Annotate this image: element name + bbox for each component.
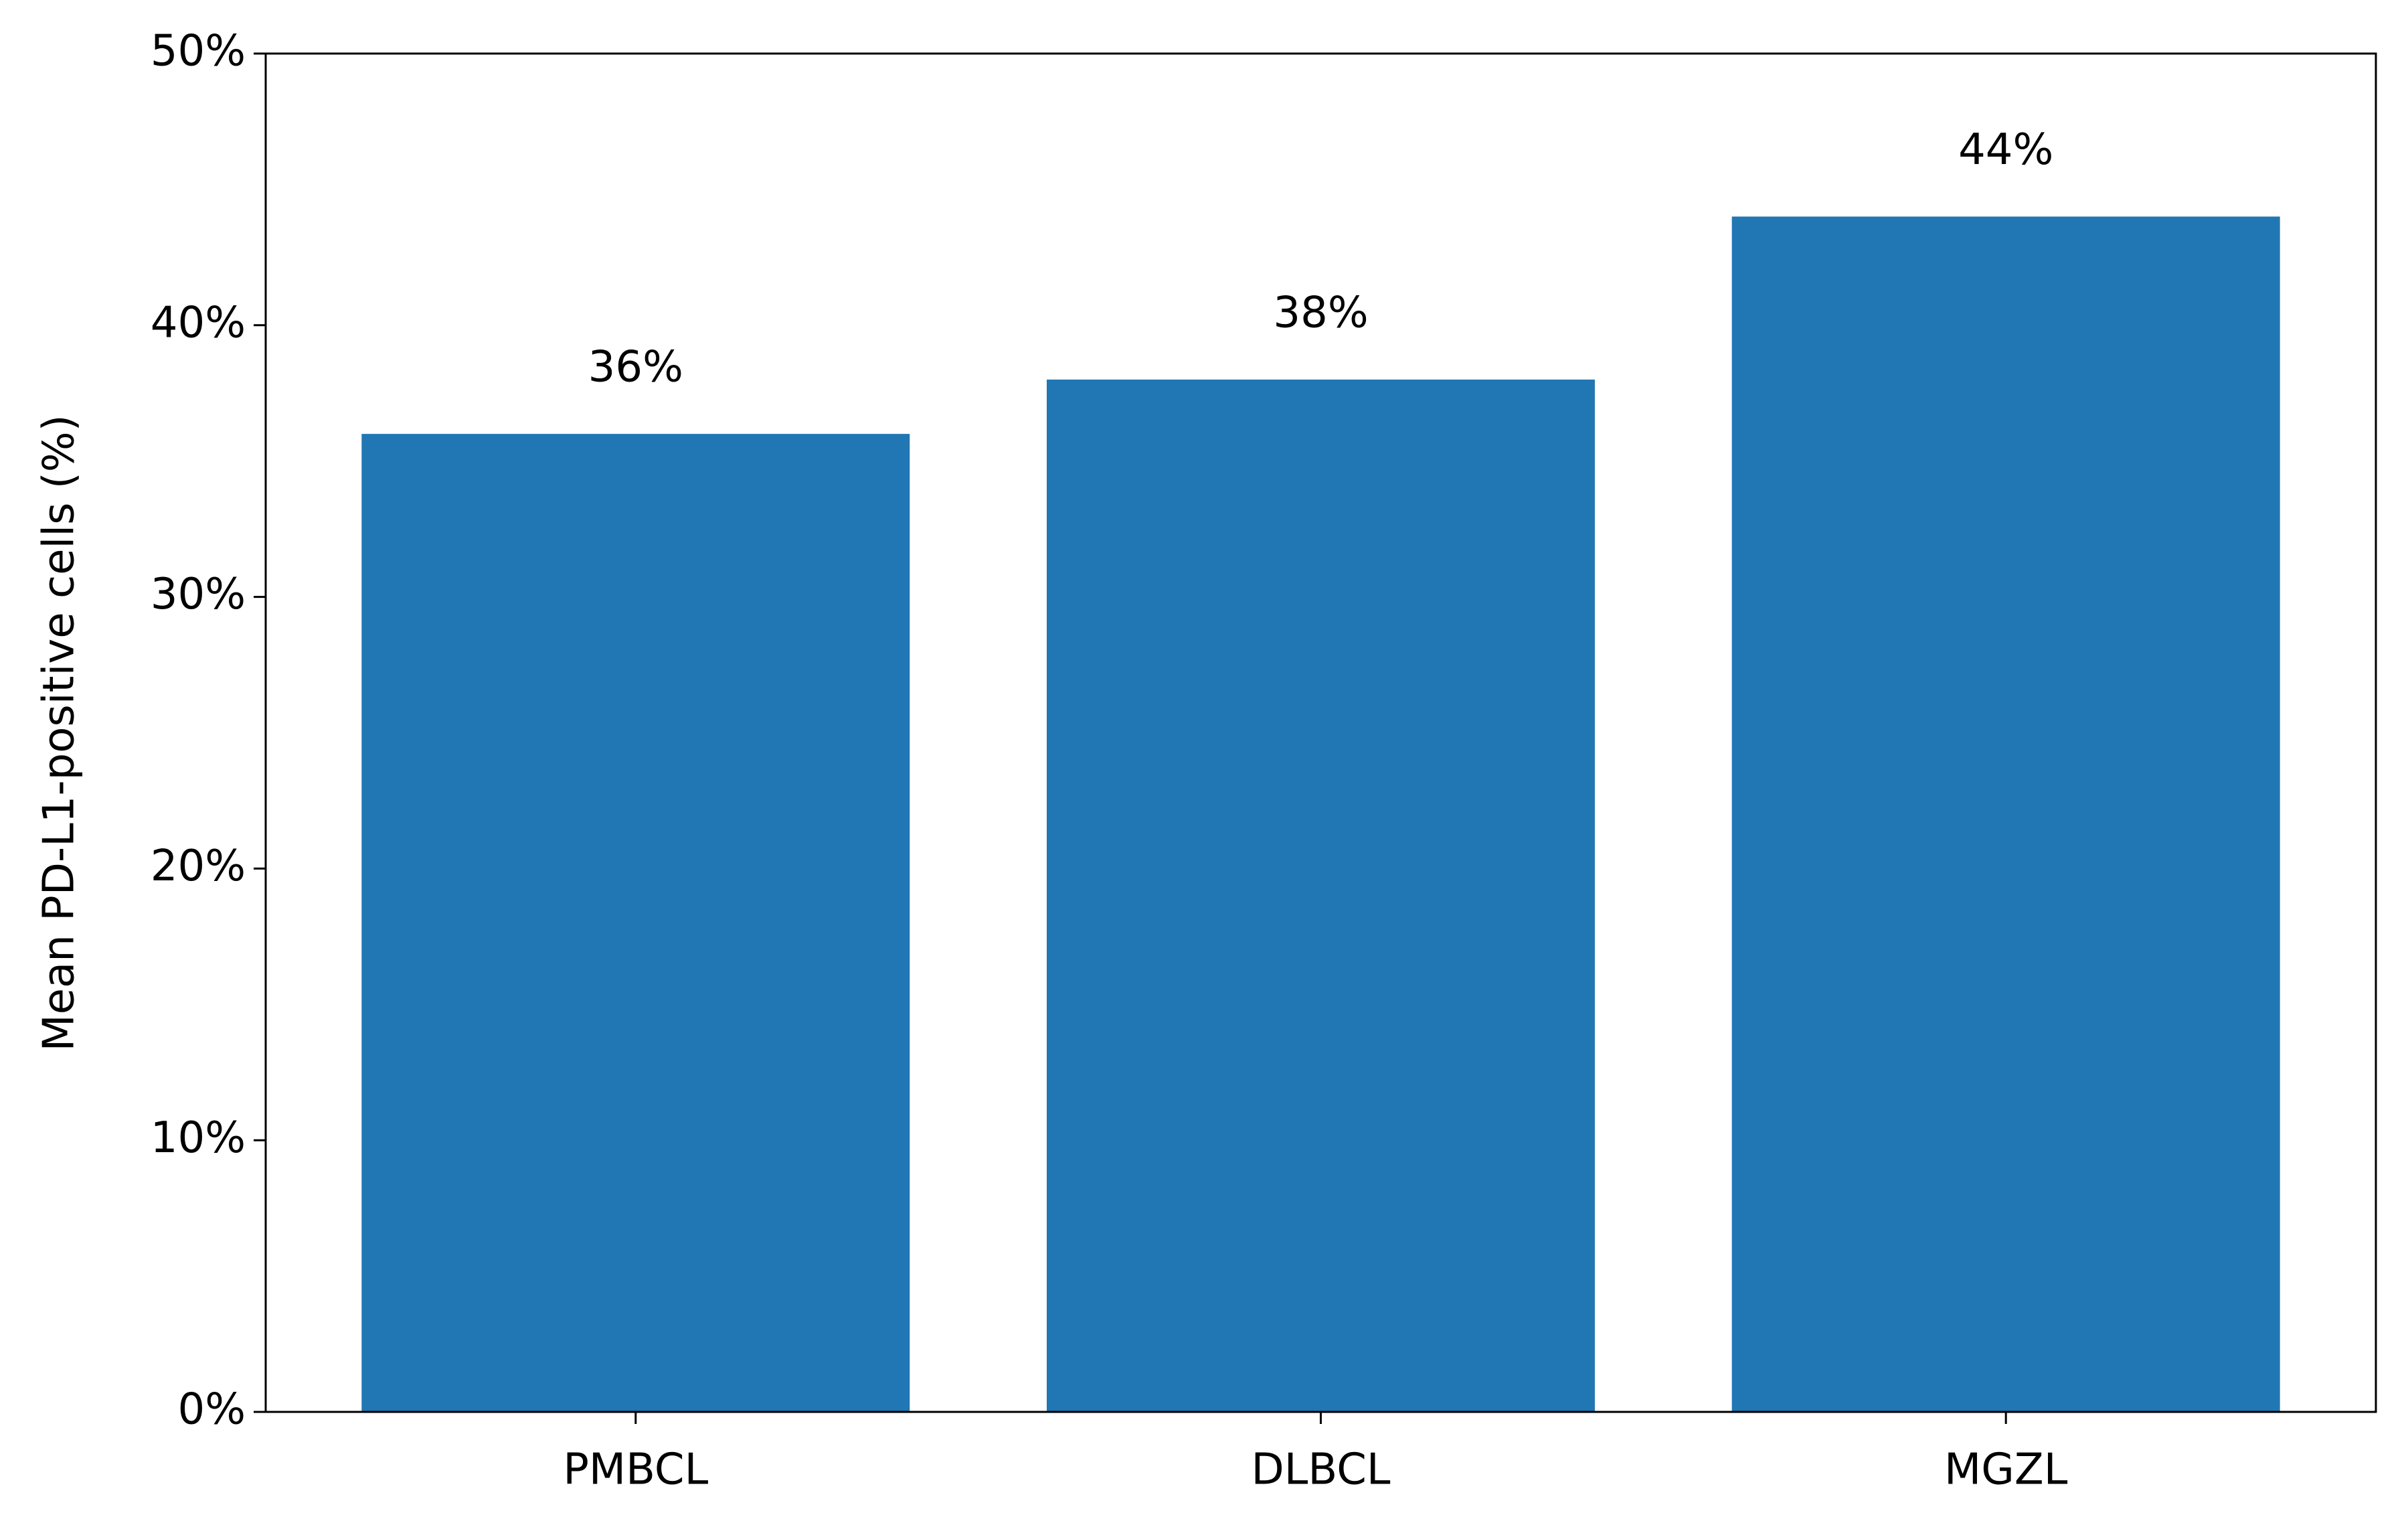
value-label: 36% — [588, 343, 683, 392]
x-tick-label: PMBCL — [563, 1445, 708, 1495]
y-tick-label: 50% — [151, 27, 246, 76]
bar — [361, 434, 910, 1412]
bar — [1047, 379, 1595, 1413]
value-label: 44% — [1958, 125, 2053, 175]
y-tick-label: 0% — [177, 1385, 246, 1435]
y-tick-label: 40% — [151, 298, 246, 347]
y-tick-label: 10% — [151, 1113, 246, 1163]
y-axis-label: Mean PD-L1-positive cells (%) — [35, 414, 84, 1051]
y-tick-label: 20% — [151, 842, 246, 891]
bar — [1731, 216, 2280, 1413]
x-tick-label: MGZL — [1944, 1445, 2068, 1495]
x-tick-label: DLBCL — [1251, 1445, 1390, 1495]
value-label: 38% — [1273, 289, 1368, 338]
plot-frame — [264, 52, 2377, 1413]
y-tick-label: 30% — [151, 570, 246, 619]
